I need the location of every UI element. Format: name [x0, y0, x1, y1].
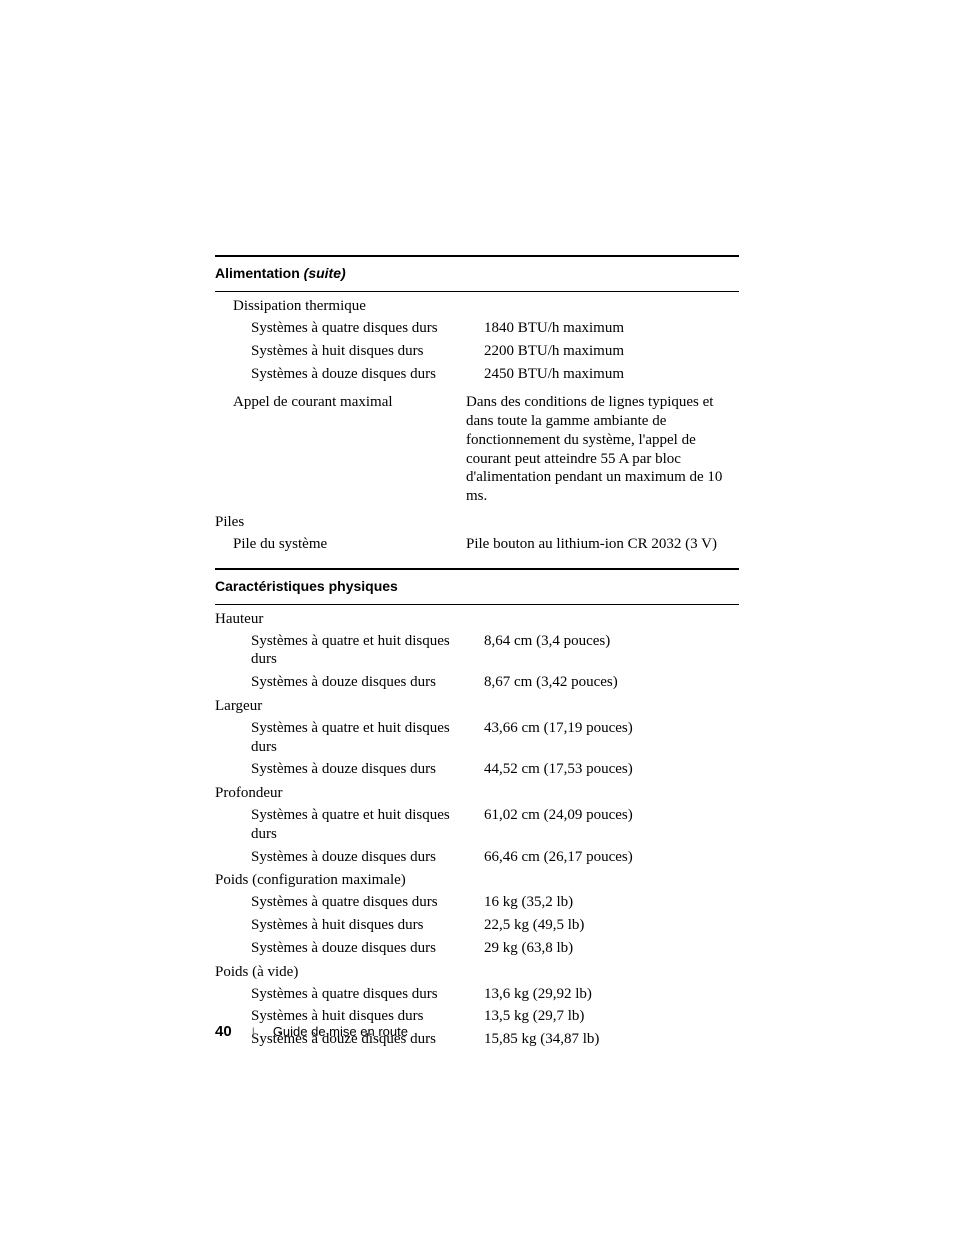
spec-row-inrush: Appel de courant maximal Dans des condit…	[215, 393, 739, 506]
footer-doc-title: Guide de mise en route	[273, 1024, 408, 1039]
spec-label: Pile du système	[215, 535, 466, 554]
spec-label: Systèmes à douze disques durs	[215, 760, 484, 779]
page: Alimentation (suite) Dissipation thermiq…	[0, 0, 954, 1235]
spec-value: 44,52 cm (17,53 pouces)	[484, 760, 739, 779]
spec-label: Systèmes à quatre et huit disques durs	[215, 719, 484, 757]
spec-label: Systèmes à quatre et huit disques durs	[215, 632, 484, 670]
spec-label: Systèmes à quatre et huit disques durs	[215, 806, 484, 844]
spec-value: 8,64 cm (3,4 pouces)	[484, 632, 739, 651]
spec-value: 15,85 kg (34,87 lb)	[484, 1030, 739, 1049]
spec-label: Systèmes à huit disques durs	[215, 916, 484, 935]
page-footer: 40 | Guide de mise en route	[215, 1023, 408, 1040]
rule-top-1	[215, 255, 739, 257]
spec-row: Systèmes à quatre disques durs 13,6 kg (…	[215, 985, 739, 1004]
rule-under-header-2	[215, 604, 739, 605]
group-label-piles: Piles	[215, 514, 739, 531]
spec-value: 13,6 kg (29,92 lb)	[484, 985, 739, 1004]
spec-row: Systèmes à douze disques durs 29 kg (63,…	[215, 939, 739, 958]
spec-label: Systèmes à douze disques durs	[215, 939, 484, 958]
spec-row: Systèmes à douze disques durs 8,67 cm (3…	[215, 673, 739, 692]
spec-label: Systèmes à quatre disques durs	[215, 319, 484, 338]
spec-value: 29 kg (63,8 lb)	[484, 939, 739, 958]
spec-label: Systèmes à douze disques durs	[215, 673, 484, 692]
spec-value: 2200 BTU/h maximum	[484, 342, 739, 361]
section-title-prefix: Alimentation	[215, 265, 304, 281]
group-label-poids-vide: Poids (à vide)	[215, 964, 739, 981]
footer-separator-icon: |	[252, 1025, 255, 1039]
page-number: 40	[215, 1023, 232, 1040]
group-label-profondeur: Profondeur	[215, 785, 739, 802]
spec-row: Systèmes à quatre disques durs 16 kg (35…	[215, 893, 739, 912]
section-header-physique: Caractéristiques physiques	[215, 576, 739, 598]
group-label-largeur: Largeur	[215, 698, 739, 715]
spec-label: Systèmes à douze disques durs	[215, 848, 484, 867]
spec-label: Systèmes à quatre disques durs	[215, 893, 484, 912]
spec-label: Appel de courant maximal	[215, 393, 466, 412]
spec-label: Systèmes à douze disques durs	[215, 365, 484, 384]
spec-row: Systèmes à quatre et huit disques durs 8…	[215, 632, 739, 670]
spec-row: Systèmes à quatre et huit disques durs 4…	[215, 719, 739, 757]
section-header-alimentation: Alimentation (suite)	[215, 263, 739, 285]
spec-row: Pile du système Pile bouton au lithium-i…	[215, 535, 739, 554]
spec-row: Systèmes à huit disques durs 22,5 kg (49…	[215, 916, 739, 935]
spec-row: Systèmes à quatre et huit disques durs 6…	[215, 806, 739, 844]
spec-value: 66,46 cm (26,17 pouces)	[484, 848, 739, 867]
spec-row: Systèmes à douze disques durs 2450 BTU/h…	[215, 365, 739, 384]
rule-under-header-1	[215, 291, 739, 292]
spec-row: Systèmes à huit disques durs 2200 BTU/h …	[215, 342, 739, 361]
group-label-hauteur: Hauteur	[215, 611, 739, 628]
spec-value: 8,67 cm (3,42 pouces)	[484, 673, 739, 692]
spec-label: Systèmes à quatre disques durs	[215, 985, 484, 1004]
group-label-poids-max: Poids (configuration maximale)	[215, 872, 739, 889]
spec-value: 61,02 cm (24,09 pouces)	[484, 806, 739, 825]
section-title-suffix: (suite)	[304, 265, 346, 281]
spec-value: 16 kg (35,2 lb)	[484, 893, 739, 912]
content-area: Alimentation (suite) Dissipation thermiq…	[215, 255, 739, 1053]
spec-value: 43,66 cm (17,19 pouces)	[484, 719, 739, 738]
spec-row: Systèmes à quatre disques durs 1840 BTU/…	[215, 319, 739, 338]
spec-value: 1840 BTU/h maximum	[484, 319, 739, 338]
spec-value: Pile bouton au lithium-ion CR 2032 (3 V)	[466, 535, 739, 554]
spec-value: 2450 BTU/h maximum	[484, 365, 739, 384]
spec-row: Systèmes à douze disques durs 44,52 cm (…	[215, 760, 739, 779]
spec-row: Systèmes à douze disques durs 66,46 cm (…	[215, 848, 739, 867]
group-label-dissipation: Dissipation thermique	[215, 298, 739, 315]
rule-top-2	[215, 568, 739, 570]
spec-value: 22,5 kg (49,5 lb)	[484, 916, 739, 935]
spec-label: Systèmes à huit disques durs	[215, 342, 484, 361]
spec-value: 13,5 kg (29,7 lb)	[484, 1007, 739, 1026]
spec-value: Dans des conditions de lignes typiques e…	[466, 393, 739, 506]
